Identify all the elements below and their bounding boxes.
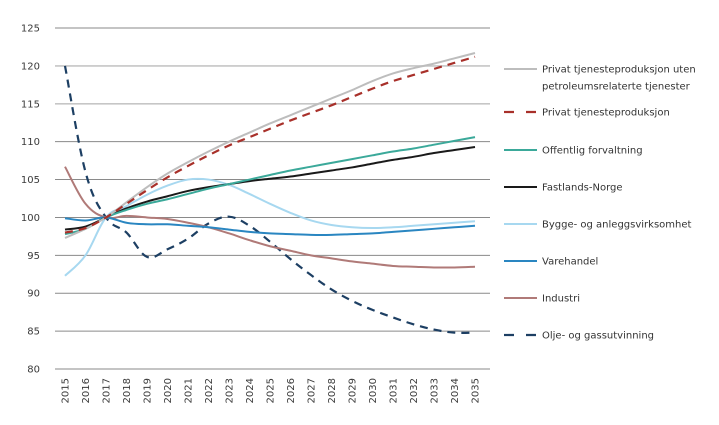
series-line-2: [64, 136, 476, 236]
x-tick-label: 2024: [245, 378, 256, 403]
x-tick-label: 2016: [81, 378, 92, 403]
legend-item: Privat tjenesteproduksjon uten petroleums…: [504, 65, 696, 93]
series-line-5: [64, 216, 476, 236]
gridlines: [55, 27, 490, 370]
x-tick-label: 2029: [348, 378, 359, 403]
legend-item: Offentlig forvaltning: [504, 146, 643, 157]
y-tick-label: 85: [27, 327, 40, 338]
legend-item: Industri: [504, 294, 580, 305]
legend-label: Olje- og gassutvinning: [542, 331, 654, 342]
x-tick-label: 2022: [204, 378, 215, 403]
legend-label: Privat tjenesteproduksjon uten: [542, 65, 696, 76]
series-line-6: [64, 166, 476, 269]
x-tick-label: 2035: [471, 378, 482, 403]
y-tick-label: 125: [21, 24, 40, 35]
x-tick-label: 2021: [184, 378, 195, 403]
y-tick-label: 80: [27, 365, 40, 376]
legend-label: Offentlig forvaltning: [542, 146, 643, 157]
series-line-0: [64, 52, 476, 239]
legend-label: petroleumsrelaterte tjenester: [542, 82, 691, 93]
x-axis-ticks: 2015 2016 2017 2018 2019 2020 2021 2022 2023 2024…: [61, 378, 482, 403]
x-tick-label: 2033: [430, 378, 441, 403]
legend-label: Privat tjenesteproduksjon: [542, 108, 670, 119]
legend-item: Bygge- og anleggsvirksomhet: [504, 220, 692, 231]
series-line-7: [63, 65, 476, 334]
x-tick-label: 2030: [368, 378, 379, 403]
series-lines: [63, 52, 476, 334]
legend-label: Industri: [542, 294, 580, 305]
x-tick-label: 2034: [450, 378, 461, 403]
legend-item: Privat tjenesteproduksjon: [504, 108, 670, 119]
x-tick-label: 2028: [327, 378, 338, 403]
x-tick-label: 2031: [389, 378, 400, 403]
y-tick-label: 105: [21, 175, 40, 186]
x-tick-label: 2025: [266, 378, 277, 403]
x-tick-label: 2027: [307, 378, 318, 403]
y-tick-label: 110: [21, 137, 40, 148]
y-tick-label: 90: [27, 289, 40, 300]
x-tick-label: 2015: [61, 378, 72, 403]
y-axis-ticks: 80 85 90 95 100 105 110 115 120 125: [21, 24, 40, 376]
x-tick-label: 2019: [143, 378, 154, 403]
x-tick-label: 2032: [409, 378, 420, 403]
x-tick-label: 2026: [286, 378, 297, 403]
legend-item: Olje- og gassutvinning: [504, 331, 654, 342]
y-tick-label: 95: [27, 251, 40, 262]
legend-item: Fastlands-Norge: [504, 183, 623, 194]
legend: Privat tjenesteproduksjon uten petroleums…: [504, 65, 696, 342]
legend-label: Varehandel: [542, 257, 598, 268]
series-line-4: [64, 177, 476, 277]
x-tick-label: 2020: [163, 378, 174, 403]
x-tick-label: 2023: [225, 378, 236, 403]
series-line-3: [64, 145, 476, 231]
legend-label: Bygge- og anleggsvirksomhet: [542, 220, 692, 231]
y-tick-label: 120: [21, 61, 40, 72]
y-tick-label: 100: [21, 213, 40, 224]
legend-item: Varehandel: [504, 257, 598, 268]
series-line-1: [64, 55, 476, 234]
y-tick-label: 115: [21, 99, 40, 110]
x-tick-label: 2017: [102, 378, 113, 403]
legend-label: Fastlands-Norge: [542, 183, 623, 194]
x-tick-label: 2018: [122, 378, 133, 403]
